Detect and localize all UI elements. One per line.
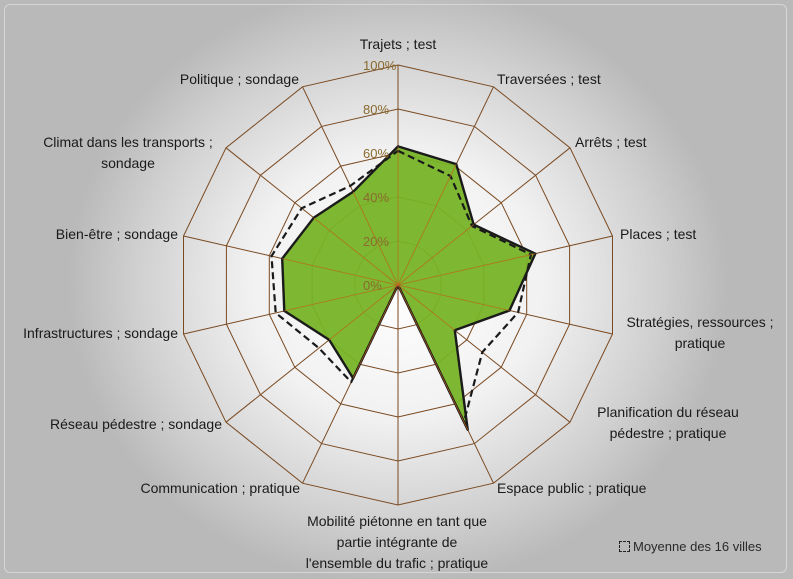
category-label-line: partie intégrante de xyxy=(336,534,458,550)
category-label: Mobilité piétonne en tant que partie inté… xyxy=(306,511,488,574)
category-label: Climat dans les transports ; sondage xyxy=(43,132,213,174)
chart-frame xyxy=(4,4,787,573)
category-label-line: l'ensemble du trafic ; pratique xyxy=(305,555,489,571)
category-label: Planification du réseau pédestre ; pratiq… xyxy=(597,402,739,444)
category-label: Places ; test xyxy=(620,224,696,245)
category-label: Traversées ; test xyxy=(497,69,601,90)
inner-spoke xyxy=(352,191,399,286)
category-label-line: Trajets ; test xyxy=(359,36,437,52)
radar-series xyxy=(270,145,537,431)
legend: Moyenne des 16 villes xyxy=(619,539,762,554)
legend-label: Moyenne des 16 villes xyxy=(633,539,762,554)
inner-spoke xyxy=(397,224,474,286)
inner-spoke xyxy=(328,284,399,341)
category-label: Trajets ; test xyxy=(360,34,437,55)
category-label: Réseau pédestre ; sondage xyxy=(50,414,222,435)
radial-tick-label: 60% xyxy=(363,146,389,161)
category-label-line: Politique ; sondage xyxy=(179,71,299,87)
category-label: Stratégies, ressources ; pratique xyxy=(626,312,773,354)
inner-spoke xyxy=(282,258,399,286)
inner-spoke xyxy=(284,284,399,312)
inner-spoke xyxy=(313,217,399,286)
radial-tick-label: 40% xyxy=(363,190,389,205)
radial-tick-label: 20% xyxy=(363,234,389,249)
radial-tick-label: 100% xyxy=(363,58,397,73)
category-label-line: Bien-être ; sondage xyxy=(55,226,178,242)
category-label-line: sondage xyxy=(101,155,155,171)
radial-tick-label: 80% xyxy=(363,102,389,117)
category-label-line: Planification du réseau xyxy=(597,404,739,420)
category-label-line: Réseau pédestre ; sondage xyxy=(49,416,222,432)
category-label-line: Traversées ; test xyxy=(497,71,601,87)
inner-spoke xyxy=(397,284,456,331)
inner-spoke xyxy=(397,284,510,311)
category-label-line: Communication ; pratique xyxy=(140,480,300,496)
category-label-line: Espace public ; pratique xyxy=(497,480,647,496)
radial-tick-label: 0% xyxy=(363,278,382,293)
inner-spoke xyxy=(352,284,399,379)
category-label: Communication ; pratique xyxy=(140,478,300,499)
category-label: Espace public ; pratique xyxy=(497,478,646,499)
inner-spoke xyxy=(397,253,536,286)
category-label-line: Climat dans les transports ; xyxy=(43,134,213,150)
radial-tick-labels: 0% 20% 40% 60% 80% 100% xyxy=(363,58,397,293)
category-label-line: pédestre ; pratique xyxy=(609,425,727,441)
category-label: Infrastructures ; sondage xyxy=(23,323,178,344)
legend-swatch-dashed xyxy=(619,541,630,552)
category-label-line: Arrêts ; test xyxy=(575,134,647,150)
category-label: Bien-être ; sondage xyxy=(56,224,178,245)
category-label-line: Infrastructures ; sondage xyxy=(23,325,178,341)
category-label-line: Stratégies, ressources ; xyxy=(626,314,774,330)
inner-spoke xyxy=(397,163,457,286)
category-label-line: Mobilité piétonne en tant que xyxy=(307,513,487,529)
category-label-line: pratique xyxy=(674,335,726,351)
inner-spoke xyxy=(397,284,469,430)
category-label-line: Places ; test xyxy=(620,226,697,242)
category-label: Politique ; sondage xyxy=(180,69,299,90)
category-label: Arrêts ; test xyxy=(575,132,647,153)
series-line-average xyxy=(270,149,533,423)
